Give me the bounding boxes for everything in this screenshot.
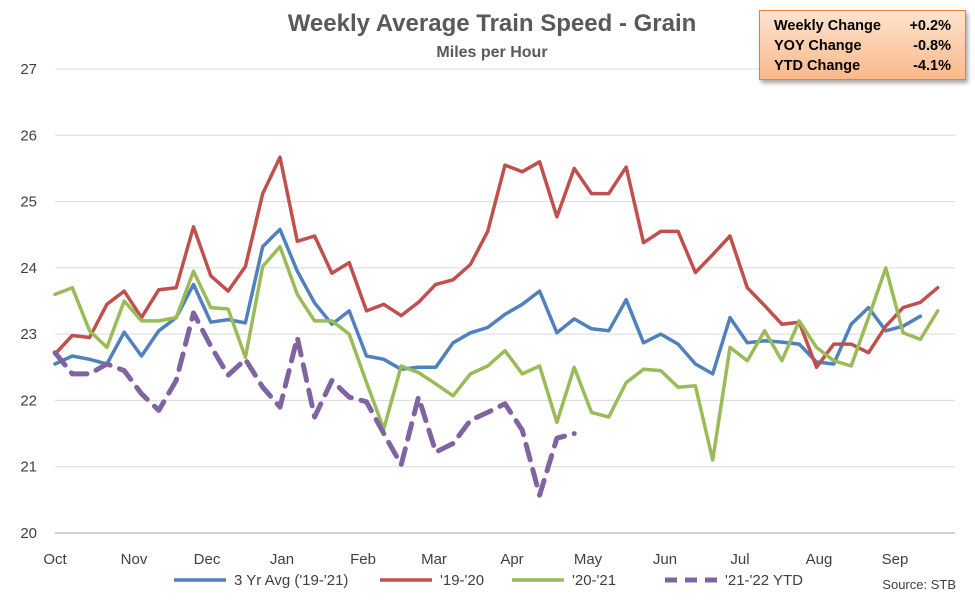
series-line-3 (53, 244, 940, 462)
x-axis-ticks: Oct Nov Dec Jan Feb Mar Apr May Jun Jul Aug Sep (43, 551, 908, 568)
legend-label-1: 3 Yr Avg ('19-'21) (234, 572, 348, 589)
x-tick-label: Sep (882, 551, 909, 568)
series-line-2 (53, 155, 940, 370)
y-axis-ticks: 20 21 22 23 24 25 26 27 (20, 61, 37, 542)
y-tick-label: 26 (20, 127, 37, 144)
chart-title: Weekly Average Train Speed - Grain (288, 10, 697, 37)
x-tick-label: Feb (350, 551, 376, 568)
yoy-change-label: YOY Change (774, 38, 862, 54)
yoy-change-value: -0.8% (913, 38, 951, 54)
legend-label-4: '21-'22 YTD (725, 572, 803, 589)
x-tick-label: Apr (500, 551, 523, 568)
y-tick-label: 25 (20, 194, 37, 211)
x-tick-label: Nov (121, 551, 148, 568)
x-tick-label: Jun (653, 551, 677, 568)
legend: 3 Yr Avg ('19-'21) '19-'20 '20-'21 '21-'22 … (174, 572, 803, 589)
y-tick-label: 20 (20, 525, 37, 542)
ytd-change-label: YTD Change (774, 58, 861, 74)
y-tick-label: 21 (20, 459, 37, 476)
x-tick-label: Jul (730, 551, 749, 568)
x-tick-label: Oct (43, 551, 67, 568)
weekly-change-value: +0.2% (909, 18, 951, 34)
gridlines (55, 68, 955, 534)
y-tick-label: 27 (20, 61, 37, 78)
series-line-4 (52, 310, 577, 498)
ytd-change-row: YTD Change -4.1% (774, 56, 951, 76)
yoy-change-row: YOY Change -0.8% (774, 36, 951, 56)
chart-subtitle: Miles per Hour (436, 44, 547, 61)
x-tick-label: Aug (806, 551, 833, 568)
x-tick-label: Dec (194, 551, 221, 568)
change-summary-box: Weekly Change +0.2% YOY Change -0.8% YTD… (759, 10, 966, 80)
y-tick-label: 24 (20, 260, 37, 277)
x-tick-label: Mar (421, 551, 447, 568)
legend-label-2: '19-'20 (440, 572, 484, 589)
ytd-change-value: -4.1% (913, 58, 951, 74)
y-tick-label: 23 (20, 326, 37, 343)
weekly-change-row: Weekly Change +0.2% (774, 16, 951, 36)
x-tick-label: Jan (270, 551, 294, 568)
series-lines (52, 155, 940, 498)
legend-label-3: '20-'21 (572, 572, 616, 589)
source-note: Source: STB (882, 577, 956, 592)
x-tick-label: May (574, 551, 603, 568)
y-tick-label: 22 (20, 392, 37, 409)
weekly-change-label: Weekly Change (774, 18, 881, 34)
series-line-1 (53, 227, 923, 376)
